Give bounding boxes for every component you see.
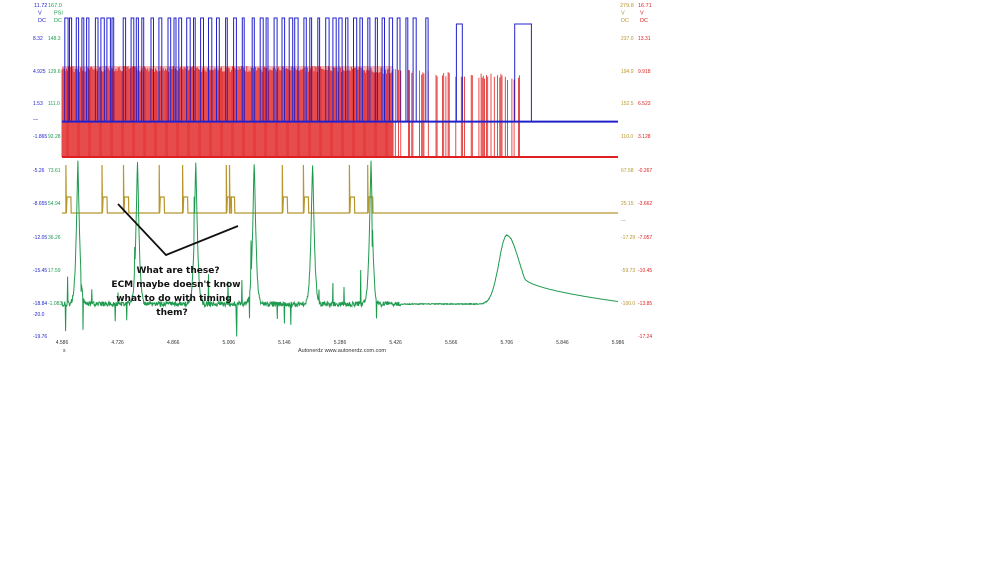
left-axis-blue-tick: -19.76 [33,334,47,340]
left-axis-blue-tick: 1.53 [33,101,43,107]
right-axis-gold-tick: — [621,218,626,224]
footer-credit: Autonerdz www.autonerdz.com.com [298,348,386,354]
left-axis-blue-tick: -20.0 [33,312,45,318]
annotation-line-3: what to do with timing [116,294,232,304]
left-axis-green-unit: PSI [54,11,63,17]
left-axis-green-tick: 148.3 [48,36,61,42]
x-axis-tick: 5.286 [334,340,347,346]
x-axis: 4.586 4.726 4.866 5.006 5.146 5.286 5.426 5.566… [56,340,625,346]
left-axis-blue-tick: -12.05 [33,235,47,241]
x-axis-tick: 5.426 [389,340,402,346]
right-axis-gold-tick: 25.15 [621,201,634,207]
right-axis-red-tick: -3.662 [638,201,652,207]
left-axis-green-tick: 111.0 [48,101,60,107]
right-axis-gold-tick: 237.0 [621,36,634,42]
left-axis-green-unit: DC [54,18,62,24]
left-axis-blue-tick: 4.925 [33,69,46,75]
left-axis-green-tick: -1.083 [48,301,62,307]
annotation-line-1: What are these? [136,266,219,276]
x-axis-tick: 5.566 [445,340,458,346]
x-axis-tick: 4.726 [111,340,124,346]
right-axis-red-tick: -10.45 [638,268,652,274]
annotation-line-4: them? [156,308,187,318]
left-axis-green-tick: 129.6 [48,69,61,75]
left-axis-blue-unit: DC [38,18,46,24]
left-axis-blue-tick: -1.865 [33,134,47,140]
right-axis-red-unit: 16.71 [638,3,652,9]
right-axis-red-tick: -0.267 [638,168,652,174]
right-axis-gold-tick: 194.9 [621,69,634,75]
right-axis-red-tick: -13.85 [638,301,652,307]
annotation-line-2: ECM maybe doesn't know [111,280,240,290]
x-axis-tick: 5.006 [223,340,236,346]
left-axis-green-unit: 167.0 [48,3,62,9]
right-axis-red-tick: 3.128 [638,134,651,140]
left-axis-green-tick: 92.28 [48,134,61,140]
right-axis-red-unit: DC [640,18,648,24]
right-axis-gold-unit: V [621,11,625,17]
left-axis-green-tick: 36.26 [48,235,61,241]
right-axis-red-unit: V [640,11,644,17]
left-axis-blue-tick: -8.655 [33,201,47,207]
right-axis-red-tick: -7.057 [638,235,652,241]
right-axis-gold-tick: 67.58 [621,168,634,174]
x-axis-tick: 5.846 [556,340,569,346]
left-axis-green-tick: 17.59 [48,268,61,274]
right-axis-red-tick: -17.24 [638,334,652,340]
x-axis-unit: s [63,348,66,354]
left-axis-blue-tick: -18.84 [33,301,47,307]
left-axis-blue-tick: — [33,117,38,123]
left-axis-blue-unit: V [38,11,42,17]
left-axis-blue-tick: -15.45 [33,268,47,274]
right-axis-red-tick: 13.31 [638,36,651,42]
left-axis-blue-tick: -5.26 [33,168,45,174]
green-series-line [61,160,618,337]
right-axis-gold-tick: -100.0 [621,301,635,307]
gold-series-line [62,164,618,214]
right-axis-red-tick: 6.523 [638,101,651,107]
left-axes: 11.72VDC8.324.9251.53—-1.865-5.26-8.655-… [33,3,63,340]
annotation-pointer-line [117,203,239,257]
x-axis-tick: 4.866 [167,340,180,346]
left-axis-green-tick: 73.61 [48,168,61,174]
right-axis-gold-tick: 152.5 [621,101,634,107]
left-axis-blue-unit: 11.72 [34,3,47,9]
right-axis-gold-tick: -17.29 [621,235,635,241]
right-axis-gold-tick: -59.73 [621,268,635,274]
x-axis-tick: 5.146 [278,340,291,346]
left-axis-blue-tick: 8.32 [33,36,43,42]
right-axis-gold-unit: DC [621,18,629,24]
right-axis-gold-unit: 279.8 [620,3,634,9]
right-axis-red-tick: 9.918 [638,69,651,75]
x-axis-tick: 5.986 [612,340,625,346]
x-axis-tick: 5.706 [501,340,514,346]
right-axes: 279.8VDC237.0194.9152.5110.067.5825.15—-… [620,3,652,340]
right-axis-gold-tick: 110.0 [621,134,633,140]
left-axis-green-tick: 54.94 [48,201,61,207]
x-axis-tick: 4.586 [56,340,69,346]
plot-area [61,17,618,337]
